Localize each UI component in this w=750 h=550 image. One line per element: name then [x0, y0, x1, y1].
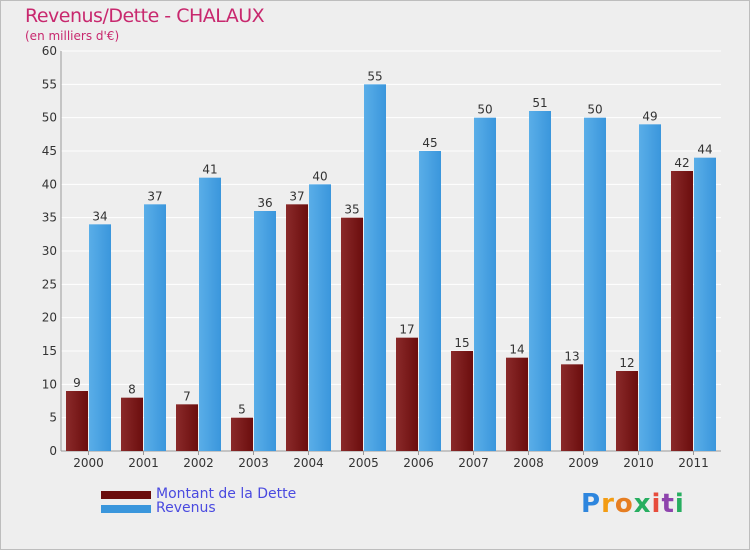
logo-letter: i	[651, 489, 662, 519]
y-tick-label: 55	[42, 77, 57, 91]
y-tick-label: 35	[42, 211, 57, 225]
data-label-dette: 7	[183, 389, 191, 403]
data-label-revenus: 50	[477, 103, 492, 117]
bar-revenus	[309, 184, 331, 452]
data-label-dette: 8	[128, 383, 136, 397]
x-tick-label: 2004	[293, 456, 324, 470]
data-label-revenus: 41	[202, 163, 217, 177]
data-label-revenus: 36	[257, 196, 272, 210]
data-label-revenus: 50	[587, 103, 602, 117]
data-label-dette: 42	[674, 156, 689, 170]
bar-dette	[396, 337, 418, 451]
bar-revenus	[364, 84, 386, 451]
x-tick-label: 2008	[513, 456, 544, 470]
data-label-revenus: 34	[92, 209, 107, 223]
bar-dette	[121, 397, 143, 451]
bar-revenus	[89, 224, 111, 451]
bar-dette	[451, 351, 473, 451]
bar-revenus	[199, 177, 221, 451]
data-label-dette: 37	[289, 189, 304, 203]
x-tick-label: 2007	[458, 456, 489, 470]
logo-letter: P	[581, 489, 602, 519]
bar-revenus	[419, 151, 441, 451]
x-tick-label: 2010	[623, 456, 654, 470]
x-tick-label: 2005	[348, 456, 379, 470]
data-label-revenus: 55	[367, 69, 382, 83]
bar-revenus	[474, 117, 496, 452]
data-label-dette: 9	[73, 376, 81, 390]
x-tick-label: 2003	[238, 456, 269, 470]
bar-dette	[671, 171, 693, 451]
logo-letter: x	[633, 489, 652, 519]
y-tick-label: 20	[42, 311, 57, 325]
bar-dette	[66, 391, 88, 451]
logo-letter: t	[661, 489, 675, 519]
bar-dette	[506, 357, 528, 451]
logo-letter: i	[674, 489, 685, 519]
bar-revenus	[254, 211, 276, 451]
legend-label-dette: Montant de la Dette	[156, 486, 297, 502]
data-label-revenus: 40	[312, 169, 327, 183]
y-tick-label: 45	[42, 144, 57, 158]
x-tick-label: 2006	[403, 456, 434, 470]
legend-label-revenus: Revenus	[156, 500, 216, 516]
bar-revenus	[529, 111, 551, 451]
bar-dette	[341, 217, 363, 451]
y-tick-label: 10	[42, 377, 57, 391]
bar-dette	[231, 417, 253, 451]
y-tick-label: 30	[42, 244, 57, 258]
data-label-dette: 13	[564, 349, 579, 363]
legend-swatch-revenus	[101, 505, 151, 513]
y-tick-label: 50	[42, 111, 57, 125]
x-tick-label: 2009	[568, 456, 599, 470]
y-tick-label: 25	[42, 277, 57, 291]
data-label-dette: 35	[344, 203, 359, 217]
y-tick-label: 15	[42, 344, 57, 358]
data-label-dette: 17	[399, 323, 414, 337]
y-tick-label: 60	[42, 44, 57, 58]
x-tick-label: 2011	[678, 456, 709, 470]
data-label-revenus: 44	[697, 143, 712, 157]
data-label-revenus: 49	[642, 109, 657, 123]
bar-dette	[176, 404, 198, 451]
data-label-dette: 14	[509, 343, 524, 357]
data-label-revenus: 37	[147, 189, 162, 203]
x-tick-label: 2000	[73, 456, 104, 470]
chart-title: Revenus/Dette - CHALAUX	[25, 5, 265, 27]
bar-revenus	[584, 117, 606, 452]
data-label-dette: 12	[619, 356, 634, 370]
logo-letter: o	[614, 489, 634, 519]
bar-revenus	[639, 124, 661, 451]
bar-revenus	[694, 157, 716, 451]
bar-dette	[286, 204, 308, 451]
x-tick-label: 2001	[128, 456, 159, 470]
chart-subtitle: (en milliers d'€)	[25, 29, 120, 43]
x-tick-label: 2002	[183, 456, 214, 470]
legend-swatch-dette	[101, 491, 151, 499]
y-tick-label: 0	[49, 444, 57, 458]
data-label-revenus: 51	[532, 96, 547, 110]
bar-dette	[616, 371, 638, 451]
data-label-dette: 5	[238, 403, 246, 417]
y-tick-label: 40	[42, 177, 57, 191]
logo-letter: r	[601, 489, 615, 519]
bar-revenus	[144, 204, 166, 451]
bar-dette	[561, 364, 583, 451]
data-label-dette: 15	[454, 336, 469, 350]
proxiti-logo: Proxiti	[581, 489, 685, 519]
data-label-revenus: 45	[422, 136, 437, 150]
y-tick-label: 5	[49, 411, 57, 425]
